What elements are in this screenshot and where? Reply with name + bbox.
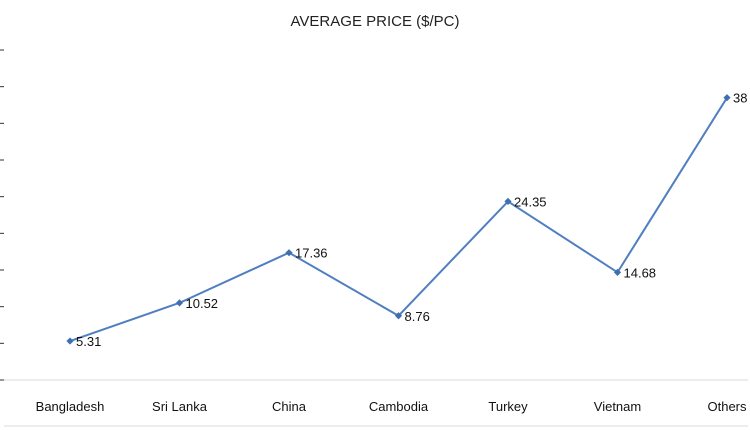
y-axis-ticks [0, 49, 4, 381]
x-tick-label: Turkey [488, 399, 528, 414]
data-label: 17.36 [295, 246, 328, 261]
data-markers [66, 94, 731, 345]
data-point [723, 94, 731, 102]
data-label: 24.35 [514, 194, 547, 209]
data-point [394, 312, 403, 320]
data-labels: 5.31 10.52 17.36 8.76 24.35 14.68 38 [76, 91, 747, 349]
data-point [613, 268, 622, 276]
data-point [504, 197, 512, 206]
data-point [175, 299, 184, 307]
data-point [285, 249, 293, 257]
x-tick-label: China [272, 399, 307, 414]
data-label: 8.76 [405, 309, 430, 324]
data-label: 10.52 [186, 296, 219, 311]
x-tick-label: Others [707, 399, 747, 414]
x-tick-label: Cambodia [369, 399, 429, 414]
chart-title: AVERAGE PRICE ($/PC) [291, 13, 460, 30]
data-label: 14.68 [624, 265, 657, 280]
x-tick-label: Sri Lanka [152, 399, 208, 414]
data-label: 38 [733, 91, 747, 106]
x-tick-label: Bangladesh [36, 399, 105, 414]
x-axis-tick-labels: Bangladesh Sri Lanka China Cambodia Turkey Vi… [36, 399, 747, 414]
data-point [66, 337, 74, 345]
x-tick-label: Vietnam [594, 399, 641, 414]
data-label: 5.31 [76, 334, 101, 349]
